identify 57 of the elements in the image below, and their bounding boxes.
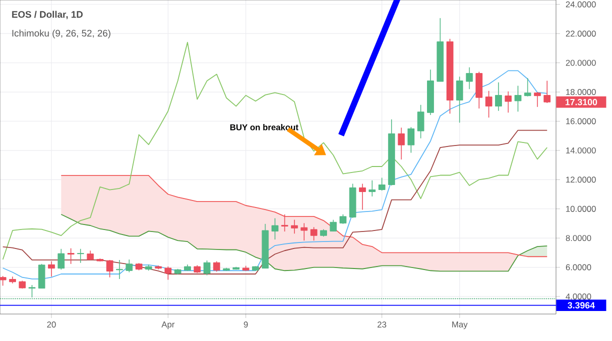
candlestick [408, 126, 414, 154]
y-tick-label: 16.0000 [566, 118, 596, 124]
candlestick [38, 264, 46, 289]
y-tick-label: 6.0000 [566, 264, 592, 270]
candlestick [77, 248, 84, 264]
candlestick [203, 260, 210, 276]
x-tick-label: May [452, 322, 468, 330]
candlestick [106, 260, 114, 278]
x-tick-label: 20 [47, 322, 56, 328]
x-tick-label: Apr [161, 322, 174, 330]
candlestick [281, 214, 288, 232]
candlestick [378, 177, 386, 191]
candlestick [485, 90, 492, 118]
candlestick [544, 80, 551, 104]
y-tick-label: 12.0000 [566, 176, 596, 183]
candlestick [300, 222, 308, 241]
y-tick-label: 18.0000 [566, 89, 596, 96]
y-tick-label: 8.0000 [566, 235, 592, 242]
y-tick-label: 10.0000 [566, 206, 596, 212]
y-tick-label: 14.0000 [566, 147, 596, 154]
candlestick [398, 127, 405, 160]
x-tick-label: 9 [244, 322, 248, 328]
candlestick [290, 219, 298, 234]
x-tick-label: 23 [378, 322, 386, 328]
candlestick [58, 248, 65, 270]
candlestick [504, 91, 512, 114]
text: 17.3100 [566, 98, 598, 106]
candlestick [164, 266, 172, 280]
y-tick-label: 20.0000 [566, 60, 596, 66]
candlestick [48, 260, 55, 278]
candlestick [86, 250, 94, 260]
candlestick [466, 66, 473, 90]
candlestick [330, 219, 337, 232]
candlestick [126, 259, 133, 273]
candlestick [67, 248, 74, 264]
candlestick [514, 85, 522, 112]
candlestick [368, 180, 376, 197]
candlestick [28, 284, 36, 298]
candlestick [272, 218, 278, 240]
candlestick [0, 276, 6, 286]
y-tick-label: 22.0000 [566, 30, 596, 37]
candlestick [213, 260, 220, 272]
text: Ichimoku (9, 26, 52, 26) [12, 30, 110, 38]
candlestick [456, 76, 464, 124]
y-tick-label: 4.0000 [566, 293, 592, 300]
candlestick [358, 183, 366, 210]
candlestick [524, 78, 532, 97]
candlestick [417, 104, 424, 139]
annotation: BUY on breakout [230, 124, 298, 130]
line-series [2, 42, 548, 260]
candlestick [340, 214, 346, 224]
ref-line-label: 3.3964 [568, 302, 595, 308]
candlestick [310, 226, 318, 241]
candlestick [534, 92, 541, 108]
y-tick-label: 24.0000 [566, 1, 596, 8]
text: EOS / Dollar, 1D [12, 10, 83, 20]
candlestick [495, 82, 502, 112]
